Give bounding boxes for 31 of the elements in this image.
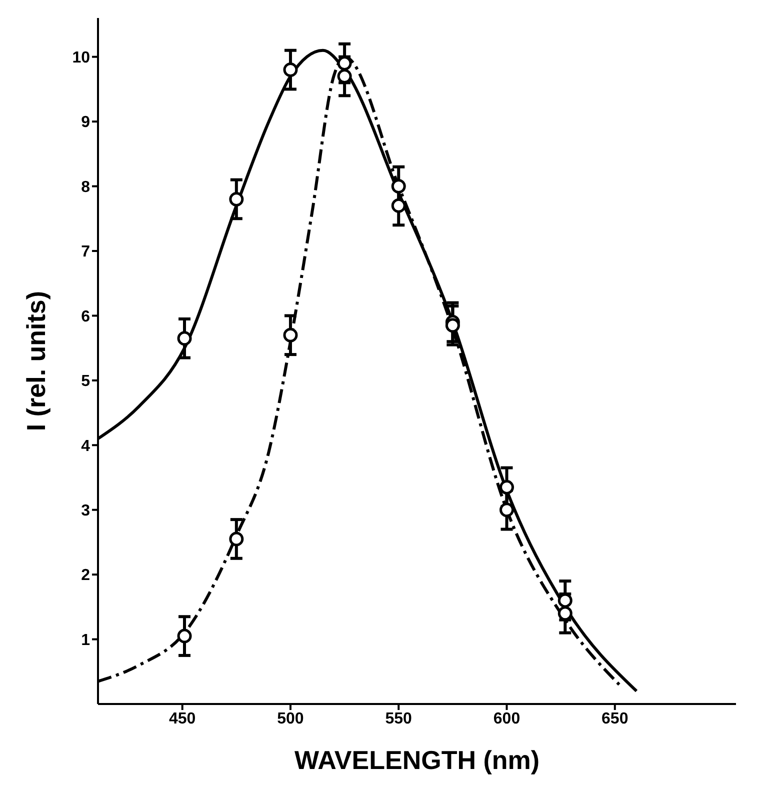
- point: [558, 593, 572, 608]
- point: [177, 331, 192, 346]
- y-tick-label: 2: [81, 567, 90, 584]
- point: [177, 628, 192, 644]
- point: [500, 480, 514, 494]
- x-axis-title: WAVELENGTH (nm): [294, 745, 540, 775]
- x-tick-label: 550: [385, 710, 412, 728]
- y-tick-label: 5: [81, 373, 90, 390]
- point: [445, 318, 460, 333]
- y-tick-label: 8: [81, 178, 90, 196]
- point: [391, 198, 406, 213]
- y-tick-label: 3: [81, 502, 90, 520]
- point: [337, 68, 352, 84]
- y-tick-label: 1: [81, 632, 90, 649]
- point: [283, 62, 298, 78]
- y-tick-label: 6: [81, 308, 90, 326]
- point: [500, 502, 514, 518]
- x-tick-label: 450: [168, 710, 196, 728]
- point: [229, 192, 244, 206]
- y-axis-title: I (rel. units): [21, 290, 52, 432]
- y-tick-label: 10: [72, 50, 90, 67]
- y-tick-label: 7: [81, 244, 90, 261]
- point: [229, 532, 244, 546]
- point: [337, 56, 352, 71]
- x-tick-label: 600: [493, 710, 520, 728]
- point: [283, 328, 298, 342]
- y-tick-label: 4: [81, 438, 90, 455]
- y-tick-label: 9: [81, 114, 90, 132]
- x-tick-label: 500: [277, 710, 304, 728]
- point: [391, 179, 406, 194]
- x-tick-label: 650: [602, 710, 628, 728]
